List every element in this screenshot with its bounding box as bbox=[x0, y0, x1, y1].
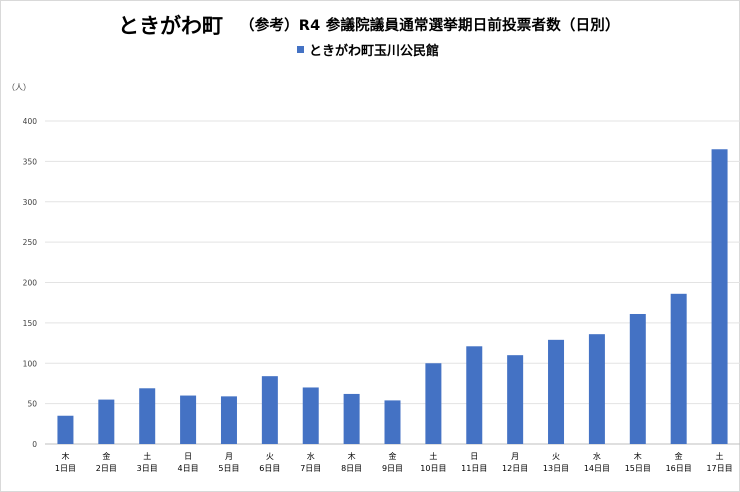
bar bbox=[139, 388, 156, 444]
x-tick-weekday: 土 bbox=[429, 451, 437, 461]
bar bbox=[261, 376, 278, 444]
bar bbox=[466, 346, 483, 444]
y-tick-label: 150 bbox=[23, 319, 38, 328]
bar bbox=[343, 393, 360, 444]
chart-title-main: ときがわ町 bbox=[118, 14, 223, 38]
y-axis-unit: （人） bbox=[7, 83, 31, 92]
y-tick-label: 200 bbox=[23, 279, 38, 288]
legend-label: ときがわ町玉川公民館 bbox=[309, 43, 440, 59]
y-tick-label: 350 bbox=[23, 157, 38, 166]
bar bbox=[57, 415, 74, 444]
bar bbox=[98, 399, 115, 444]
x-tick-weekday: 火 bbox=[552, 452, 560, 461]
x-tick-day: 4日目 bbox=[178, 464, 199, 473]
x-tick-day: 14日目 bbox=[584, 464, 610, 473]
x-tick-day: 2日目 bbox=[96, 464, 117, 473]
x-tick-weekday: 金 bbox=[675, 451, 683, 461]
bar bbox=[220, 396, 237, 444]
x-tick-day: 11日目 bbox=[461, 464, 487, 473]
bar bbox=[180, 395, 197, 444]
x-tick-weekday: 日 bbox=[470, 452, 478, 461]
bar bbox=[588, 334, 605, 444]
x-tick-weekday: 金 bbox=[102, 451, 110, 461]
bar bbox=[507, 355, 524, 444]
bar bbox=[384, 400, 401, 444]
legend-swatch bbox=[297, 45, 304, 53]
y-tick-label: 250 bbox=[23, 238, 38, 247]
x-tick-day: 13日目 bbox=[543, 464, 569, 473]
x-tick-weekday: 水 bbox=[593, 451, 601, 461]
legend: ときがわ町玉川公民館 bbox=[297, 40, 440, 59]
x-tick-weekday: 土 bbox=[716, 451, 724, 461]
x-tick-day: 15日目 bbox=[625, 464, 651, 473]
y-tick-label: 100 bbox=[23, 359, 38, 368]
x-tick-weekday: 金 bbox=[389, 451, 397, 461]
x-tick-weekday: 月 bbox=[225, 452, 233, 461]
x-tick-weekday: 木 bbox=[61, 451, 69, 461]
bar bbox=[425, 363, 442, 444]
x-tick-day: 17日目 bbox=[706, 464, 732, 473]
bar bbox=[548, 339, 565, 444]
x-tick-weekday: 木 bbox=[634, 451, 642, 461]
x-tick-day: 16日目 bbox=[666, 464, 692, 473]
bar bbox=[302, 387, 319, 444]
x-tick-day: 1日目 bbox=[55, 464, 76, 473]
bar bbox=[670, 293, 687, 444]
y-tick-label: 400 bbox=[23, 117, 38, 126]
x-tick-day: 3日目 bbox=[137, 464, 158, 473]
bar bbox=[711, 149, 728, 444]
y-tick-label: 0 bbox=[32, 440, 37, 449]
x-tick-day: 12日目 bbox=[502, 464, 528, 473]
x-tick-weekday: 日 bbox=[184, 452, 192, 461]
x-tick-weekday: 木 bbox=[348, 451, 356, 461]
chart-title: ときがわ町 （参考）R4 参議院議員通常選挙期日前投票者数（日別） bbox=[0, 8, 740, 38]
bar bbox=[629, 313, 646, 444]
chart-title-sub: （参考）R4 参議院議員通常選挙期日前投票者数（日別） bbox=[240, 18, 620, 34]
y-tick-label: 300 bbox=[23, 198, 38, 207]
x-tick-day: 9日目 bbox=[382, 464, 403, 473]
x-tick-day: 10日目 bbox=[420, 464, 446, 473]
x-tick-day: 5日目 bbox=[218, 464, 239, 473]
x-tick-day: 8日目 bbox=[341, 464, 362, 473]
y-tick-label: 50 bbox=[27, 400, 37, 409]
x-tick-weekday: 水 bbox=[307, 451, 315, 461]
x-tick-weekday: 土 bbox=[143, 451, 151, 461]
x-tick-weekday: 月 bbox=[511, 452, 519, 461]
x-tick-weekday: 火 bbox=[266, 452, 274, 461]
x-tick-day: 7日目 bbox=[300, 464, 321, 473]
x-tick-day: 6日目 bbox=[259, 464, 280, 473]
